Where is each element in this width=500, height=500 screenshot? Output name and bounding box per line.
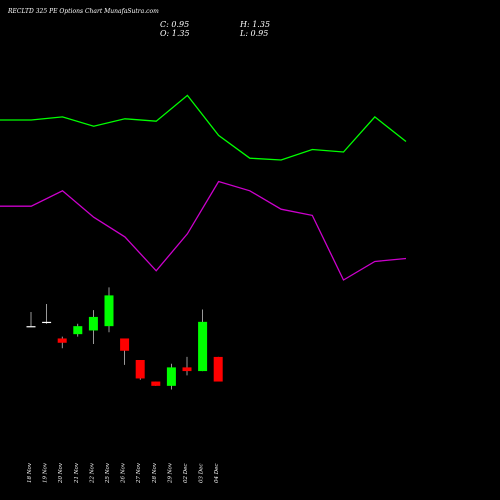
- candle-body-12: [213, 356, 223, 382]
- x-tick-label-12: 04 Dec: [214, 464, 220, 484]
- candle-body-5: [104, 295, 114, 327]
- x-tick-label-4: 22 Nov: [89, 462, 95, 484]
- candle-body-8: [151, 381, 161, 386]
- x-tick-label-9: 29 Nov: [167, 462, 173, 484]
- candle-body-2: [57, 338, 67, 343]
- x-tick-label-10: 02 Dec: [183, 464, 189, 484]
- upper-indicator-line: [0, 94, 407, 161]
- open-value: O: 1.35: [160, 29, 190, 38]
- x-tick-label-6: 26 Nov: [121, 462, 127, 484]
- candle-body-7: [135, 360, 145, 379]
- candle-body-11: [198, 321, 208, 372]
- lower-indicator-line: [0, 180, 407, 281]
- chart-title-text: RECLTD 325 PE Options Chart Munafa: [8, 8, 128, 15]
- x-tick-label-2: 20 Nov: [58, 462, 64, 484]
- x-tick-label-0: 18 Nov: [27, 462, 33, 483]
- high-value: H: 1.35: [240, 20, 271, 29]
- candle-body-10: [182, 367, 192, 372]
- x-tick-label-1: 19 Nov: [43, 462, 49, 483]
- candle-body-0: [26, 326, 36, 328]
- close-value: C: 0.95: [160, 20, 190, 29]
- candle-body-9: [166, 367, 176, 386]
- x-tick-label-11: 03 Dec: [199, 464, 205, 484]
- candle-body-4: [88, 316, 98, 331]
- candle-body-1: [42, 321, 52, 324]
- x-tick-label-7: 27 Nov: [136, 462, 142, 484]
- x-tick-label-3: 21 Nov: [74, 462, 80, 484]
- candle-body-3: [73, 326, 83, 335]
- chart-title: RECLTD 325 PE Options Chart MunafaSutra.…: [8, 8, 159, 15]
- low-value: L: 0.95: [240, 29, 269, 38]
- site-name: Sutra.com: [127, 8, 159, 15]
- candle-body-6: [120, 338, 130, 351]
- x-tick-label-5: 25 Nov: [105, 462, 111, 484]
- x-tick-label-8: 28 Nov: [152, 462, 158, 484]
